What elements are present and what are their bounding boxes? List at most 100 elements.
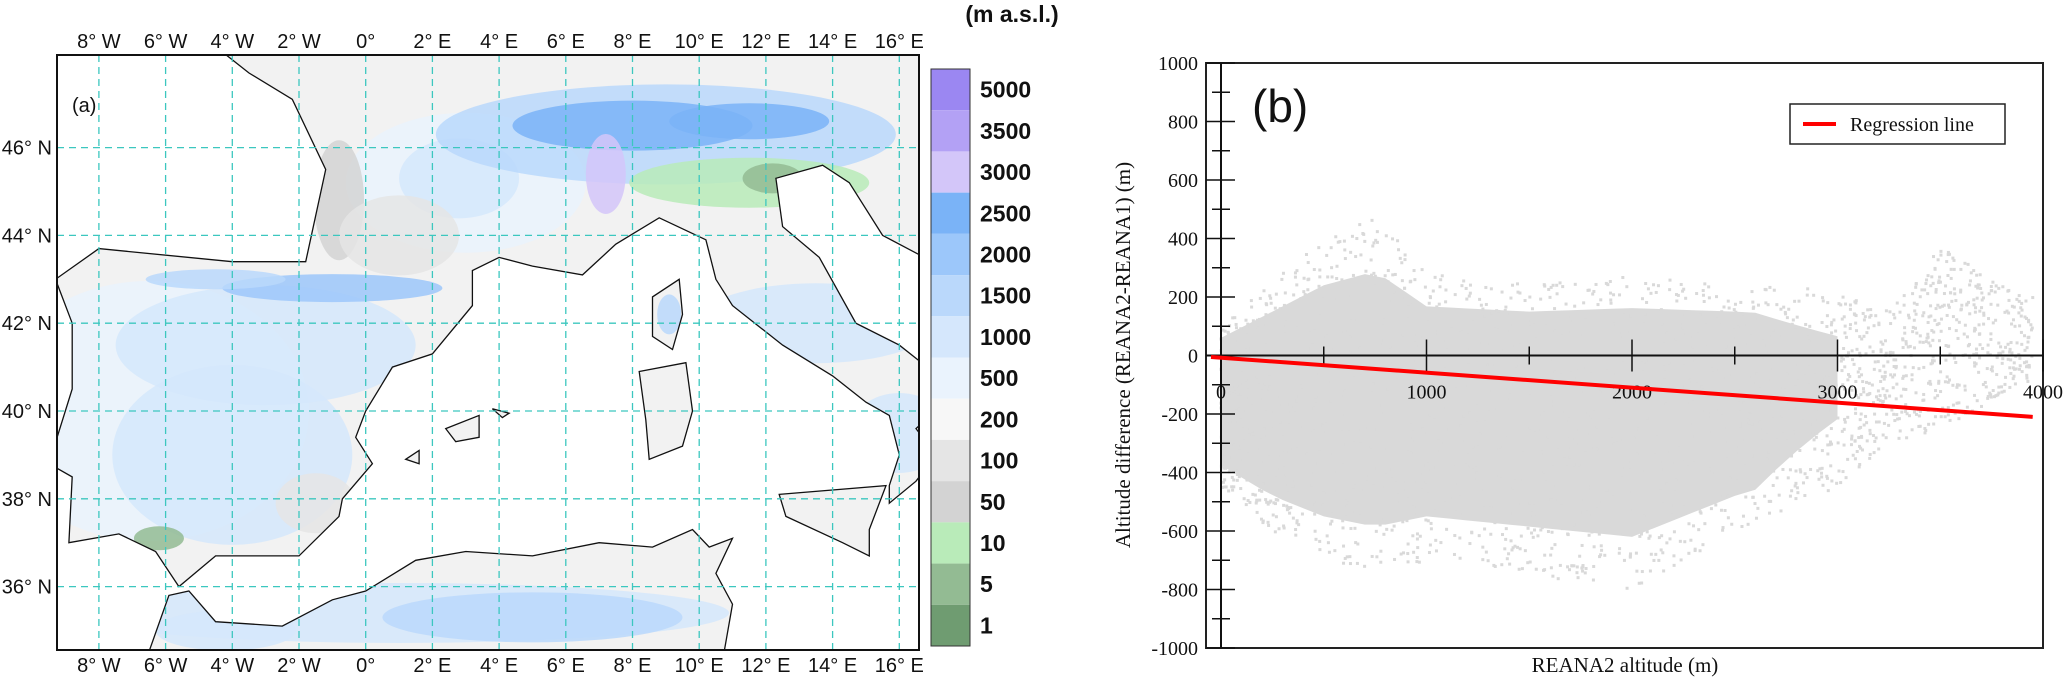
scatter-point (1938, 280, 1942, 284)
scatter-point (1686, 400, 1690, 404)
scatter-point (1674, 337, 1678, 341)
scatter-point (1257, 488, 1261, 492)
scatter-point (1516, 545, 1520, 549)
scatter-point (1794, 385, 1798, 389)
scatter-point (1878, 399, 1882, 403)
scatter-point (1355, 237, 1359, 241)
lat-label: 42° N (2, 313, 52, 335)
scatter-point (1350, 292, 1354, 296)
scatter-point (1775, 303, 1779, 307)
scatter-point (1982, 311, 1986, 315)
scatter-point (1293, 429, 1297, 433)
scatter-point (1606, 283, 1610, 287)
scatter-point (1659, 468, 1663, 472)
y-tick-label: 200 (1168, 287, 1198, 309)
scatter-point (1553, 543, 1557, 547)
scatter-point (1243, 391, 1247, 395)
scatter-point (1650, 458, 1654, 462)
lon-label-top: 2° W (277, 31, 321, 53)
scatter-point (1336, 240, 1340, 244)
scatter-point (1633, 419, 1637, 423)
island-corsica-coastline (651, 278, 684, 351)
scatter-point (1359, 511, 1363, 515)
scatter-point (1733, 302, 1737, 306)
scatter-point (1767, 327, 1771, 331)
lat-label: 36° N (2, 577, 52, 599)
scatter-point (2018, 364, 2022, 368)
scatter-point (1860, 448, 1864, 452)
scatter-point (1670, 435, 1674, 439)
scatter-point (1778, 389, 1782, 393)
scatter-point (1807, 365, 1811, 369)
scatter-point (1412, 480, 1416, 484)
scatter-point (1256, 472, 1260, 476)
scatter-point (1458, 405, 1462, 409)
scatter-point (1734, 336, 1738, 340)
scatter-point (1391, 273, 1395, 277)
colorbar-swatch (931, 398, 970, 440)
scatter-point (1914, 412, 1918, 416)
land-europe-coastline (57, 55, 919, 588)
scatter-point (1678, 482, 1682, 486)
scatter-point (1997, 351, 2001, 355)
scatter-point (1850, 437, 1854, 441)
scatter-point (1232, 342, 1236, 346)
colorbar-label: 5 (980, 571, 993, 597)
scatter-point (1881, 399, 1885, 403)
scatter-point (2010, 304, 2014, 308)
scatter-point (1386, 269, 1390, 273)
scatter-point (1364, 329, 1368, 333)
scatter-point (2020, 342, 2024, 346)
scatter-point (1336, 386, 1340, 390)
scatter-point (1388, 361, 1392, 365)
scatter-point (1694, 451, 1698, 455)
scatter-point (1688, 335, 1692, 339)
scatter-point (1473, 389, 1477, 393)
scatter-point (1879, 340, 1883, 344)
scatter-point (1721, 528, 1725, 532)
scatter-point (1420, 384, 1424, 388)
scatter-point (1354, 255, 1358, 259)
scatter-point (1641, 346, 1645, 350)
scatter-point (1989, 395, 1993, 399)
scatter-point (1265, 471, 1269, 475)
y-tick-label: -200 (1161, 404, 1198, 426)
scatter-point (1790, 322, 1794, 326)
scatter-point (1375, 555, 1379, 559)
scatter-point (1850, 388, 1854, 392)
scatter-point (1227, 456, 1231, 460)
scatter-point (1500, 563, 1504, 567)
scatter-point (1614, 443, 1618, 447)
scatter-point (1931, 338, 1935, 342)
scatter-point (1948, 418, 1952, 422)
scatter-point (1493, 324, 1497, 328)
scatter-point (1864, 414, 1868, 418)
scatter-point (1529, 479, 1533, 483)
scatter-point (1912, 346, 1916, 350)
scatter-point (1469, 465, 1473, 469)
scatter-point (1232, 443, 1236, 447)
scatter-point (1271, 371, 1275, 375)
scatter-point (1486, 363, 1490, 367)
scatter-point (1761, 358, 1765, 362)
scatter-point (1852, 312, 1856, 316)
scatter-point (1281, 271, 1285, 275)
y-tick-label: 1000 (1158, 53, 1198, 75)
scatter-point (1931, 281, 1935, 285)
scatter-point (1775, 435, 1779, 439)
scatter-point (1388, 323, 1392, 327)
scatter-point (1974, 347, 1978, 351)
scatter-point (1955, 401, 1959, 405)
scatter-point (1706, 394, 1710, 398)
scatter-point (1272, 501, 1276, 505)
scatter-point (1732, 328, 1736, 332)
scatter-point (1854, 411, 1858, 415)
scatter-point (1242, 497, 1246, 501)
scatter-point (1957, 417, 1961, 421)
scatter-point (1513, 479, 1517, 483)
scatter-point (1746, 418, 1750, 422)
scatter-point (1560, 334, 1564, 338)
scatter-point (1605, 366, 1609, 370)
scatter-point (1747, 466, 1751, 470)
map-gridlines (57, 55, 919, 650)
